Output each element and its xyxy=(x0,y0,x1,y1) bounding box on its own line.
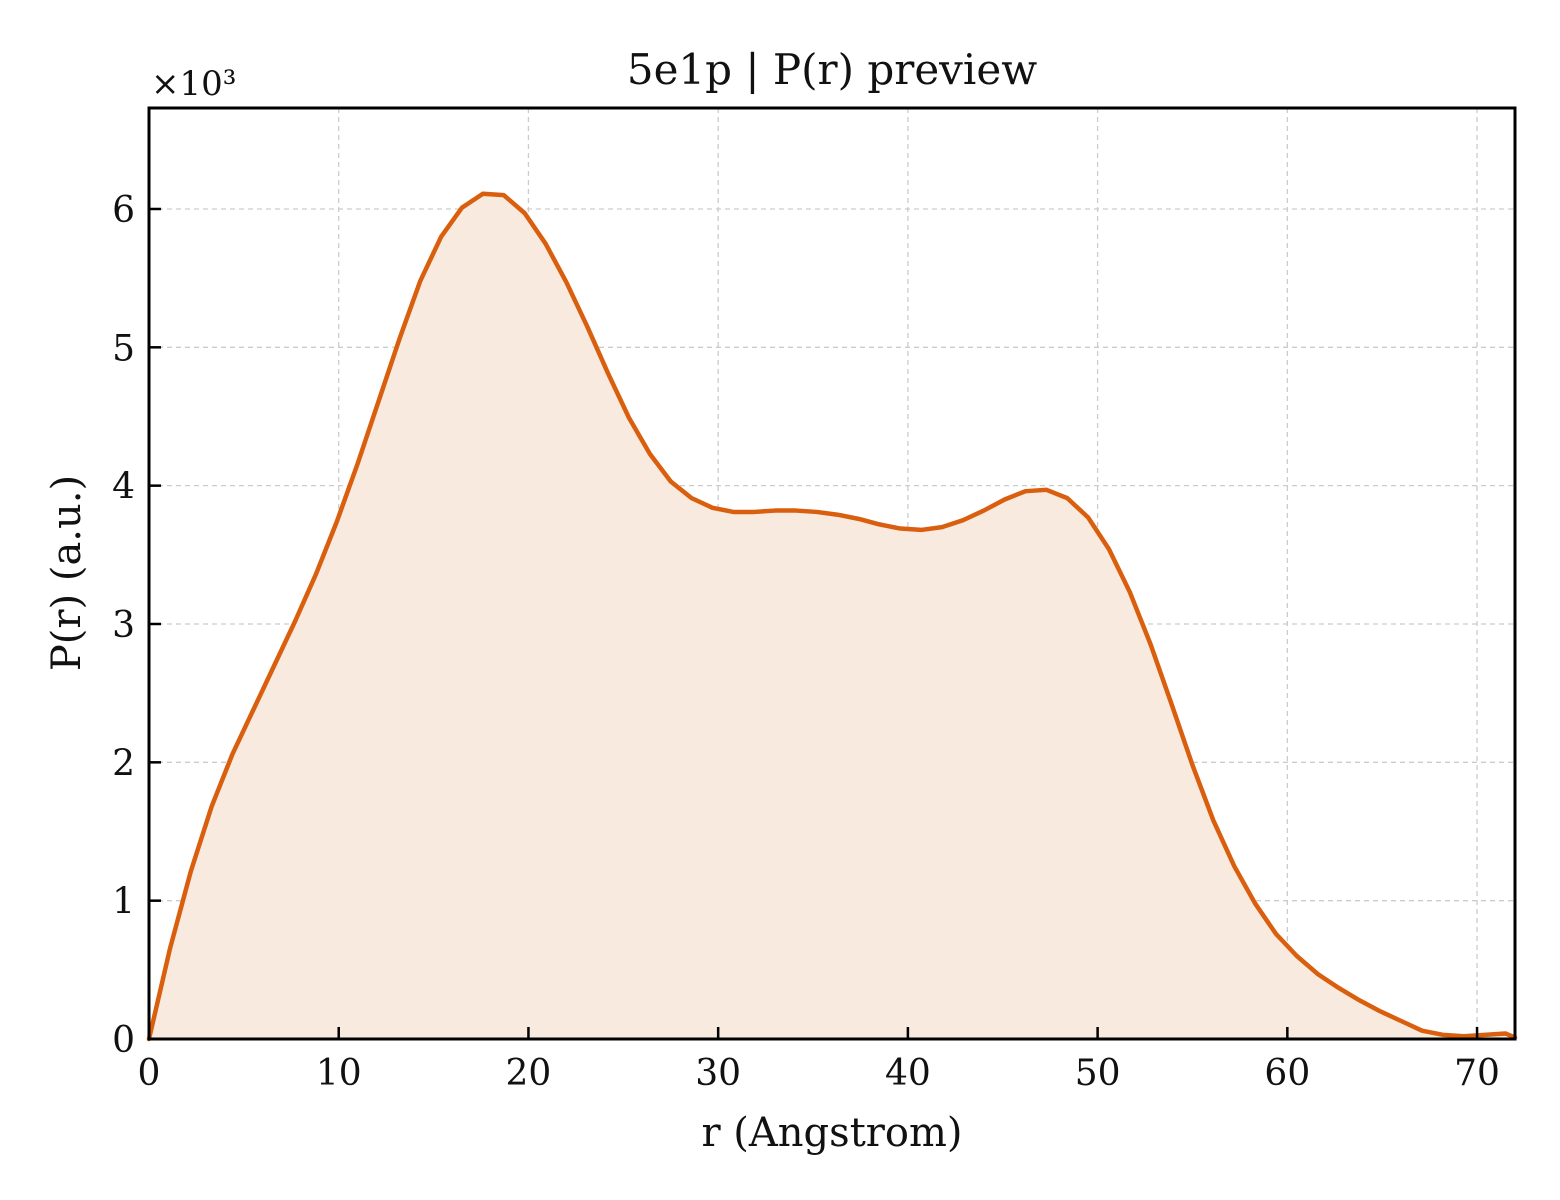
pr-curve-line xyxy=(146,191,1518,1042)
x-tick-label: 10 xyxy=(316,1053,362,1094)
x-tick-label: 50 xyxy=(1075,1053,1121,1094)
y-tick-label: 3 xyxy=(112,605,135,646)
x-tick-label: 20 xyxy=(506,1053,552,1094)
y-tick-label: 2 xyxy=(112,743,135,784)
x-tick-label: 70 xyxy=(1454,1053,1500,1094)
x-tick-label: 30 xyxy=(695,1053,741,1094)
y-tick-label: 5 xyxy=(112,328,135,369)
pr-area-fill xyxy=(149,193,1515,1039)
y-axis-label: P(r) (a.u.) xyxy=(44,475,90,671)
x-tick-label: 40 xyxy=(885,1053,931,1094)
x-axis-label: r (Angstrom) xyxy=(701,1110,962,1156)
x-tick-label: 60 xyxy=(1264,1053,1310,1094)
y-tick-label: 0 xyxy=(112,1020,135,1061)
y-tick-label: 1 xyxy=(112,882,135,923)
chart-title: 5e1p | P(r) preview xyxy=(627,45,1037,94)
x-axis-ticks: 0 10 20 30 40 50 60 70 xyxy=(138,1027,1500,1094)
y-tick-label: 4 xyxy=(112,467,135,508)
x-tick-label: 0 xyxy=(138,1053,161,1094)
y-axis-ticks: 0 1 2 3 4 5 6 xyxy=(112,190,161,1061)
plot-frame xyxy=(147,106,1517,1041)
y-axis-multiplier: ×10³ xyxy=(151,64,236,104)
y-tick-label: 6 xyxy=(112,190,135,231)
